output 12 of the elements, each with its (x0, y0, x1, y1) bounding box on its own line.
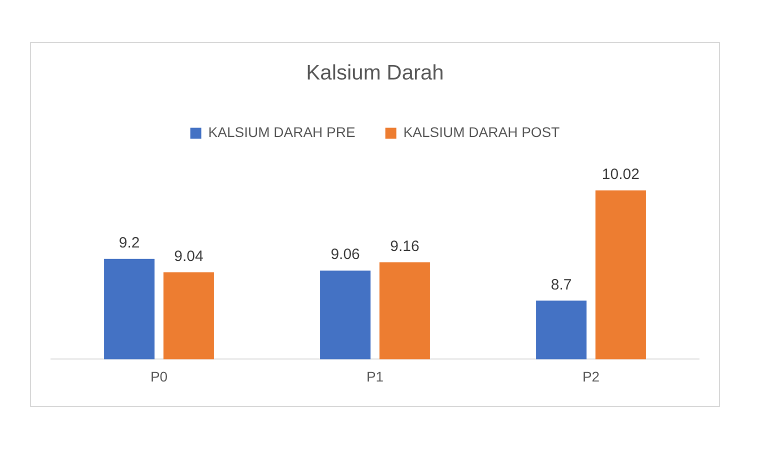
data-label: 8.7 (550, 276, 572, 294)
data-label: 10.02 (602, 166, 640, 183)
x-tick-label: P0 (150, 368, 168, 384)
x-tick-label: P2 (582, 368, 600, 384)
legend-label: KALSIUM DARAH POST (403, 124, 560, 140)
legend-label: KALSIUM DARAH PRE (208, 124, 356, 140)
x-tick-label: P1 (366, 368, 384, 384)
data-label: 9.2 (118, 234, 140, 252)
data-label: 9.16 (390, 238, 420, 255)
chart-title: Kalsium Darah (306, 61, 444, 84)
data-label: 9.04 (174, 248, 204, 265)
data-label: 9.06 (330, 246, 360, 264)
